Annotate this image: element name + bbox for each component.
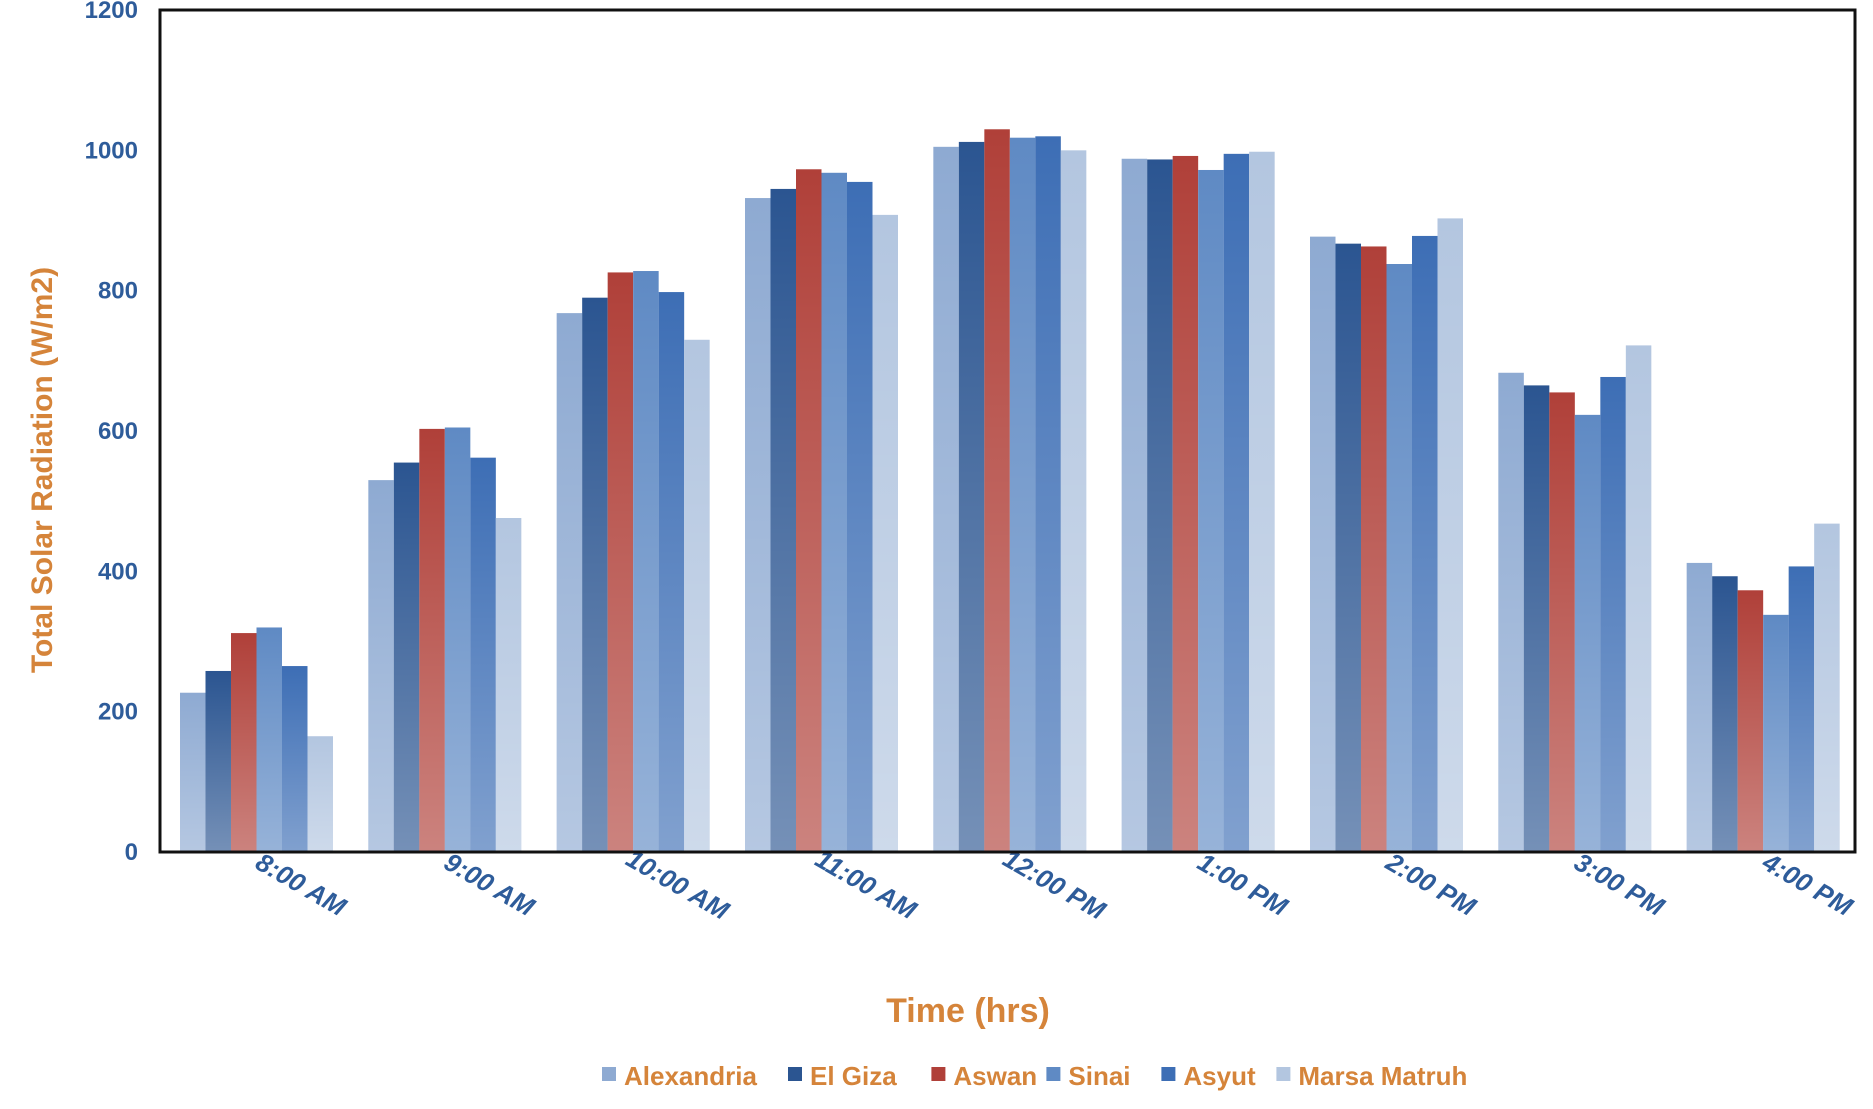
bar-shading [1009, 137, 1036, 852]
bar-shading [1437, 218, 1463, 852]
x-category-label: 4:00 PM [1757, 846, 1859, 922]
legend-swatch-sinai [1046, 1067, 1061, 1081]
bar-shading [1412, 235, 1438, 853]
bar-shading [1035, 136, 1061, 853]
legend-label-marsa-matruh: Marsa Matruh [1298, 1061, 1467, 1091]
bar-shading [1574, 414, 1601, 852]
bar-shading [1549, 392, 1575, 852]
bar-shading [1814, 523, 1840, 852]
bar-shading [1737, 590, 1764, 852]
legend: Alexandria El Giza Aswan Sinai Asyut Marsa Ma… [602, 1061, 1467, 1091]
bar-shading [495, 518, 522, 852]
legend-swatch-el-giza [788, 1067, 802, 1081]
bar-shading [556, 313, 583, 852]
bar-shading [1310, 236, 1336, 853]
bar-shading [419, 428, 445, 852]
bar-shading [1223, 153, 1250, 852]
bar-shading [1060, 150, 1087, 853]
x-category-label: 8:00 AM [251, 847, 353, 923]
bar-shading [393, 462, 420, 852]
y-tick-label: 400 [98, 558, 138, 585]
bar-shading [282, 666, 308, 852]
bar-shading [1686, 562, 1713, 852]
y-tick-label: 1000 [85, 137, 138, 164]
y-tick-label: 1200 [85, 0, 138, 24]
bars-group [180, 129, 1840, 853]
bar-shading [256, 627, 282, 852]
bar-shading [821, 172, 847, 852]
bar-shading [1361, 246, 1387, 852]
y-tick-label: 0 [125, 839, 138, 866]
legend-swatch-aswan [931, 1067, 946, 1081]
bar-shading [658, 292, 685, 852]
bar-shading [984, 129, 1010, 853]
bar-shading [958, 141, 985, 852]
bar-shading [1386, 264, 1412, 853]
bar-shading [1498, 372, 1524, 852]
bar-shading [582, 297, 608, 852]
x-category-label: 2:00 PM [1380, 846, 1482, 922]
legend-swatch-asyut [1161, 1067, 1176, 1081]
legend-label-asyut: Asyut [1183, 1061, 1256, 1091]
bar-shading [847, 181, 873, 853]
bar-shading [1712, 576, 1738, 852]
legend-label-el-giza: El Giza [810, 1061, 897, 1091]
bar-shading [1600, 376, 1626, 852]
x-category-label: 12:00 PM [998, 843, 1112, 926]
y-tick-label: 600 [98, 418, 138, 445]
bar-shading [1335, 243, 1361, 852]
plot-area-frame [158, 8, 1857, 854]
y-tick-label: 200 [98, 699, 138, 726]
bar-shading [1147, 159, 1173, 852]
x-category-label: 10:00 AM [621, 843, 735, 926]
bar-shading [872, 214, 898, 853]
bar-shading [470, 457, 496, 852]
bar-shading [1249, 151, 1275, 852]
bar-shading [205, 670, 231, 852]
bar-shading [933, 146, 959, 852]
legend-label-aswan: Aswan [953, 1061, 1037, 1091]
bar-shading [1172, 155, 1199, 853]
legend-swatch-marsa-matruh [1276, 1067, 1291, 1081]
x-category-label: 3:00 PM [1569, 847, 1670, 923]
bar-shading [1523, 385, 1550, 852]
x-axis-title: Time (hrs) [886, 992, 1050, 1030]
bar-shading [684, 339, 710, 852]
bar-shading [770, 188, 796, 853]
legend-label-alexandria: Alexandria [624, 1061, 757, 1091]
bar-shading [1763, 614, 1789, 852]
bar-shading [180, 692, 206, 852]
bar-shading [231, 633, 257, 852]
x-category-label: 1:00 PM [1193, 847, 1294, 923]
bar-shading [607, 272, 634, 852]
x-category-label: 9:00 AM [439, 847, 541, 923]
x-category-label: 11:00 AM [810, 843, 923, 925]
bar-shading [307, 736, 333, 852]
legend-label-sinai: Sinai [1068, 1061, 1130, 1091]
bar-shading [1121, 158, 1148, 853]
bar-shading [1788, 566, 1815, 852]
bar-shading [633, 271, 659, 852]
legend-swatch-alexandria [602, 1067, 616, 1081]
bar-shading [444, 427, 471, 852]
bar-shading [368, 480, 394, 852]
bar-shading [745, 198, 771, 853]
bar-shading [1625, 345, 1652, 852]
x-category-labels: 8:00 AM 9:00 AM 10:00 AM 11:00 AM 12:00 PM 1:… [251, 843, 1859, 926]
y-tick-label: 800 [98, 278, 138, 305]
y-tick-labels: 0 200 400 600 800 1000 1200 [85, 0, 138, 866]
bar-shading [796, 169, 822, 853]
y-axis-title: Total Solar Radiation (W/m2) [26, 267, 59, 673]
bar-shading [1198, 169, 1224, 853]
